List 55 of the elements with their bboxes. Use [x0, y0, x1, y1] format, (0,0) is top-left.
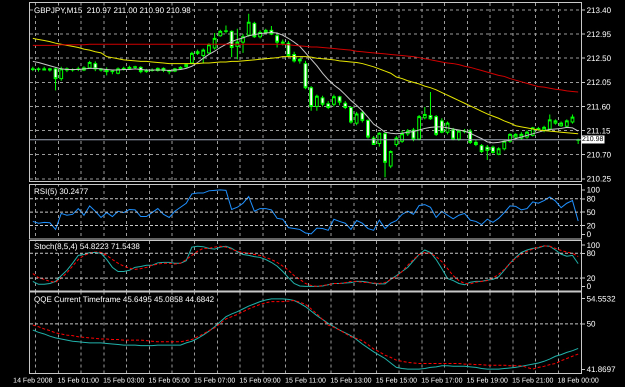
y-tick-label: 80 [586, 194, 596, 204]
candlestick [383, 132, 387, 178]
candlestick [30, 66, 35, 72]
y-tick-label: 212.50 [586, 54, 612, 64]
candlestick [474, 140, 478, 147]
line-series [32, 245, 579, 287]
y-tick-label: 50 [586, 208, 596, 217]
y-tick-label: 54.5532 [586, 294, 616, 304]
candlestick [218, 29, 222, 38]
candlestick [485, 144, 490, 161]
chart-title: RSI(5) 30.2477 [34, 187, 89, 196]
candlestick [201, 48, 206, 64]
candlestick [360, 110, 364, 124]
line-series [32, 189, 579, 234]
y-tick-label: 212.95 [586, 30, 612, 39]
y-tick-label: 50 [586, 320, 596, 329]
candlestick [428, 91, 432, 120]
candlestick [326, 100, 330, 110]
candlestick [298, 58, 302, 64]
candlestick [224, 25, 228, 34]
y-tick-label: 100 [586, 186, 600, 195]
candlestick [422, 106, 427, 120]
candlestick [235, 28, 240, 60]
y-tick-label: 20 [586, 274, 596, 283]
y-tick-label: 20 [586, 221, 596, 230]
candlestick [304, 60, 308, 90]
candlestick [286, 40, 290, 58]
candlestick [446, 120, 450, 135]
candlestick [480, 143, 484, 154]
candlestick [564, 118, 569, 128]
line-series [32, 44, 579, 92]
y-tick-label: 210.25 [586, 174, 612, 184]
candlestick [570, 114, 574, 124]
candlestick [184, 63, 188, 68]
y-tick-label: 41.8697 [586, 365, 616, 374]
candlestick [36, 66, 40, 72]
chart-title: QQE Current Timeframe 45.6495 45.0858 44.6842 [34, 295, 215, 304]
chart-title: GBPJPY,M15 210.97 211.00 210.90 210.98 [34, 6, 192, 15]
y-tick-label: 80 [586, 249, 596, 258]
y-tick-label: 211.15 [586, 126, 612, 136]
candlestick [548, 114, 552, 132]
y-tick-label: 213.40 [586, 6, 612, 15]
candlestick [343, 100, 348, 110]
y-tick-label: 211.60 [586, 102, 612, 112]
candlestick [309, 86, 314, 112]
candlestick [366, 118, 370, 140]
candlestick [280, 38, 285, 46]
candlestick [275, 34, 279, 48]
y-tick-label: 100 [586, 240, 600, 250]
chart-title: Stoch(8,5,4) 54.8223 71.5438 [34, 242, 140, 251]
candlestick [388, 150, 393, 169]
y-tick-label: 212.05 [586, 78, 612, 88]
y-tick-label: 0 [586, 230, 592, 240]
y-tick-label: 210.70 [586, 150, 612, 160]
y-tick-label: 0 [586, 282, 592, 292]
